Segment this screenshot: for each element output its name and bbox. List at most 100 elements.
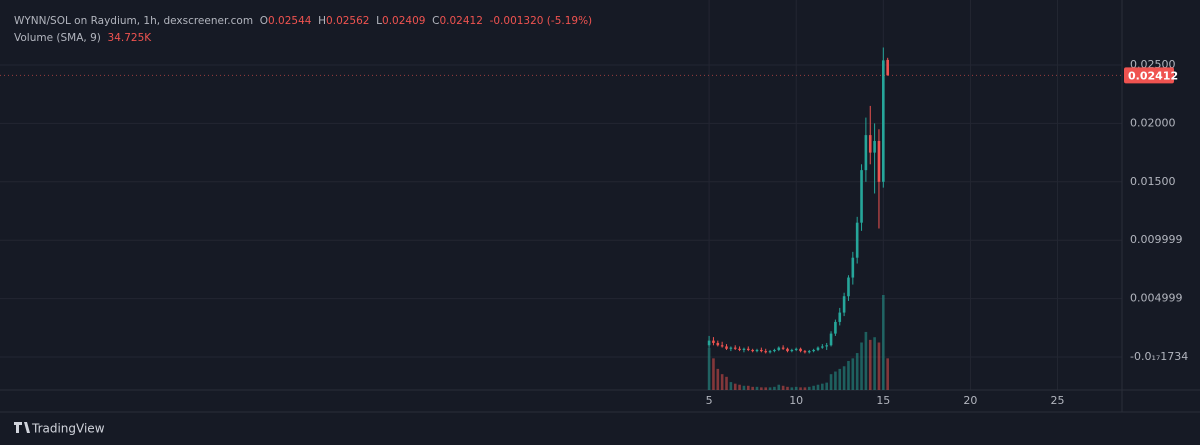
candle-body — [781, 347, 785, 349]
volume-bar — [803, 387, 807, 390]
volume-bar — [760, 387, 763, 390]
candle-body — [716, 342, 720, 346]
candle-body — [712, 340, 715, 343]
change: -0.001320 (-5.19%) — [489, 15, 593, 27]
candle-body — [738, 348, 741, 350]
candle-body — [746, 348, 750, 350]
candle-body — [812, 349, 815, 352]
ohlc-key: H — [318, 15, 327, 27]
candle-body — [777, 347, 781, 350]
ohlc-value: 0.02562 — [326, 15, 370, 27]
candle-body — [707, 340, 711, 346]
x-tick-label: 25 — [1051, 394, 1065, 407]
volume-bar — [755, 386, 759, 390]
candle-body — [751, 349, 754, 352]
volume-bar — [729, 382, 733, 390]
volume-sma: 34.725K — [107, 32, 152, 44]
candle-body — [729, 347, 733, 349]
candle-body — [786, 348, 789, 352]
candle-body — [877, 140, 881, 182]
volume-bar — [855, 353, 859, 390]
candle-body — [760, 349, 763, 352]
volume-bar — [733, 383, 737, 390]
candle-body — [794, 348, 798, 350]
candle-body — [790, 349, 794, 352]
ohlc-key: O — [259, 15, 269, 27]
volume-bar — [768, 387, 772, 390]
volume-bar — [777, 384, 781, 390]
volume-bar — [781, 385, 785, 390]
volume-bar — [851, 358, 855, 390]
candle-body — [807, 351, 811, 353]
ohlc-value: 0.02544 — [268, 15, 312, 27]
candle-body — [868, 135, 872, 153]
y-tick-label: 0.009999 — [1130, 233, 1183, 246]
volume-bar — [764, 387, 768, 390]
volume-bar — [742, 385, 746, 390]
volume-bar — [794, 386, 798, 390]
x-tick-label: 15 — [876, 394, 890, 407]
candle-body — [847, 277, 850, 297]
last-price-box — [1124, 67, 1174, 84]
ohlc-value: 0.02412 — [439, 15, 483, 27]
volume-label: Volume (SMA, 9) — [14, 32, 101, 44]
candle-body — [860, 170, 863, 223]
brand-logo — [14, 422, 30, 433]
volume-bar — [712, 358, 715, 390]
volume-bar — [834, 371, 837, 390]
candle-body — [720, 345, 724, 347]
candle-body — [825, 345, 828, 347]
volume-bar — [738, 384, 741, 390]
candle-body — [842, 296, 846, 313]
volume-bar — [838, 368, 842, 390]
candle-body — [855, 222, 859, 258]
candle-body — [755, 349, 759, 352]
volume-bar — [716, 368, 720, 390]
candle-body — [821, 346, 824, 348]
candle-body — [764, 351, 768, 353]
volume-bar — [842, 366, 846, 390]
candle-body — [799, 348, 802, 352]
candle-body — [838, 312, 842, 322]
x-tick-label: 20 — [963, 394, 977, 407]
volume-bar — [829, 374, 833, 390]
candle-body — [803, 351, 807, 353]
volume-bar — [812, 385, 815, 390]
candle-body — [886, 59, 889, 76]
volume-bar — [825, 382, 828, 390]
candle-body — [864, 135, 868, 171]
legend-header: WYNN/SOL on Raydium, 1h, dexscreener.com… — [14, 15, 592, 27]
candle-body — [725, 346, 728, 349]
volume-bar — [707, 347, 711, 390]
ohlc-value: 0.02409 — [382, 15, 426, 27]
ohlc-key: C — [432, 15, 440, 27]
volume-bar — [868, 339, 872, 390]
candle-body — [873, 140, 876, 153]
candle-body — [829, 333, 833, 346]
volume-bar — [886, 358, 889, 390]
symbol-title: WYNN/SOL on Raydium, 1h, dexscreener.com — [14, 15, 254, 27]
candle-body — [816, 347, 820, 350]
x-tick-label: 5 — [706, 394, 713, 407]
volume-header: Volume (SMA, 9) 34.725K — [14, 32, 151, 44]
y-tick-label: 0.01500 — [1130, 175, 1176, 188]
volume-bar — [790, 387, 794, 390]
volume-bar — [799, 387, 802, 390]
volume-bar — [821, 383, 824, 390]
volume-bar — [864, 331, 868, 390]
volume-bar — [882, 295, 885, 390]
candle-body — [733, 347, 737, 349]
volume-bar — [807, 386, 811, 390]
volume-bar — [720, 374, 724, 390]
volume-bar — [816, 384, 820, 390]
candle-body — [742, 348, 746, 350]
brand-name: TradingView — [31, 422, 105, 436]
candle-body — [773, 349, 776, 352]
last-price-label: 0.02412 — [1128, 69, 1178, 82]
volume-bar — [847, 360, 850, 390]
ohlc-key: L — [376, 15, 383, 27]
volume-bar — [773, 386, 776, 390]
y-tick-label: 0.004999 — [1130, 292, 1183, 305]
